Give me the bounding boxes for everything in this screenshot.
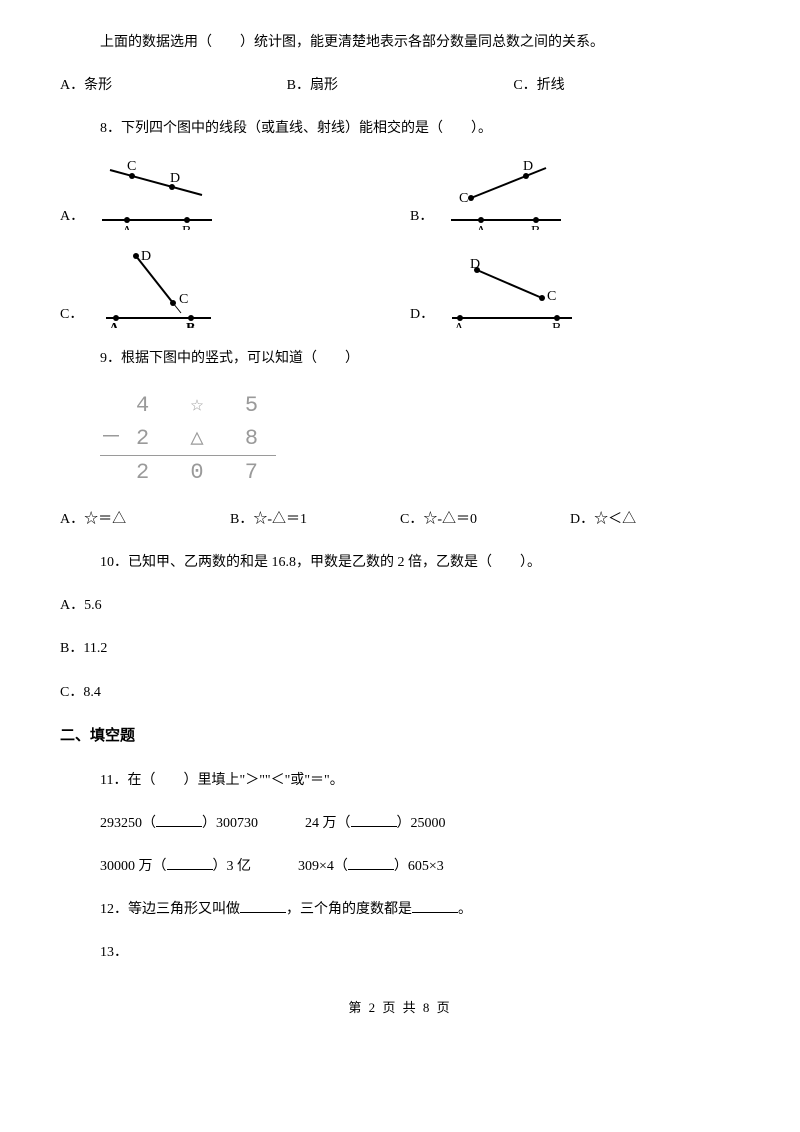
q8-figure-b: A B C D bbox=[441, 160, 571, 230]
q11-2b: ）3 亿 bbox=[213, 859, 252, 874]
svg-text:B: B bbox=[531, 224, 540, 230]
q9-text: 9．根据下图中的竖式，可以知道（ ） bbox=[60, 346, 740, 371]
q11-text: 11．在（ ）里填上"＞""＜"或"＝"。 bbox=[60, 768, 740, 793]
calc-row-1: 4 ☆ 5 bbox=[100, 389, 740, 422]
svg-text:C: C bbox=[179, 292, 188, 307]
svg-text:C: C bbox=[547, 289, 556, 304]
q10-opt-a: A．5.6 bbox=[60, 593, 740, 618]
q7-opt-a: A．条形 bbox=[60, 73, 287, 98]
q7-tail-text: 上面的数据选用（ ）统计图，能更清楚地表示各部分数量同总数之间的关系。 bbox=[60, 30, 740, 55]
q7-options: A．条形 B．扇形 C．折线 bbox=[60, 73, 740, 98]
q8-label-c: C． bbox=[60, 302, 83, 327]
svg-text:B: B bbox=[186, 321, 195, 328]
q9-opt-a: A．☆＝△ bbox=[60, 507, 230, 532]
q8-label-b: B． bbox=[410, 204, 433, 229]
q7-opt-b: B．扇形 bbox=[287, 73, 514, 98]
q9-opt-c: C．☆-△＝0 bbox=[400, 507, 570, 532]
blank bbox=[351, 813, 397, 827]
calc-row-2: －2 △ 8 bbox=[100, 422, 276, 456]
q9-opt-b: B．☆-△＝1 bbox=[230, 507, 400, 532]
q9-options: A．☆＝△ B．☆-△＝1 C．☆-△＝0 D．☆＜△ bbox=[60, 507, 740, 532]
svg-text:D: D bbox=[141, 249, 151, 264]
q8-label-d: D． bbox=[410, 302, 434, 327]
q11-1c: 24 万（ bbox=[305, 816, 351, 831]
q12-c: 。 bbox=[458, 902, 472, 917]
q8-text: 8．下列四个图中的线段（或直线、射线）能相交的是（ ）。 bbox=[60, 116, 740, 141]
blank bbox=[240, 899, 286, 913]
q10-opt-c: C．8.4 bbox=[60, 680, 740, 705]
vertical-calculation: 4 ☆ 5 －2 △ 8 2 0 7 bbox=[60, 389, 740, 489]
svg-text:B: B bbox=[182, 224, 191, 230]
q8-label-a: A． bbox=[60, 204, 84, 229]
q10-opt-b: B．11.2 bbox=[60, 636, 740, 661]
svg-text:D: D bbox=[523, 160, 533, 174]
q11-line2: 30000 万（ ）3 亿 309×4（ ）605×3 bbox=[60, 854, 740, 879]
q12-b: ，三个角的度数都是 bbox=[286, 902, 412, 917]
q12-a: 12．等边三角形又叫做 bbox=[100, 902, 240, 917]
svg-text:A: A bbox=[454, 321, 465, 328]
svg-text:D: D bbox=[170, 171, 180, 186]
svg-text:C: C bbox=[127, 160, 136, 174]
svg-text:A: A bbox=[109, 321, 120, 328]
section-2-header: 二、填空题 bbox=[60, 723, 740, 750]
q8-image-row-2: C． A B D C D． A B D C bbox=[60, 248, 740, 328]
q8-figure-d: A B D C bbox=[442, 258, 582, 328]
svg-text:A: A bbox=[476, 224, 487, 230]
q11-2d: ）605×3 bbox=[394, 859, 444, 874]
q7-opt-c: C．折线 bbox=[513, 73, 740, 98]
svg-text:A: A bbox=[122, 224, 133, 230]
q11-line1: 293250（ ）300730 24 万（ ）25000 bbox=[60, 811, 740, 836]
q11-1a: 293250（ bbox=[100, 816, 156, 831]
q11-1d: ）25000 bbox=[397, 816, 446, 831]
blank bbox=[156, 813, 202, 827]
q8-figure-c: A B D C bbox=[91, 248, 221, 328]
q10-text: 10．已知甲、乙两数的和是 16.8，甲数是乙数的 2 倍，乙数是（ ）。 bbox=[60, 550, 740, 575]
blank bbox=[348, 856, 394, 870]
q8-figure-a: A B C D bbox=[92, 160, 222, 230]
q13-text: 13． bbox=[60, 940, 740, 965]
svg-text:B: B bbox=[552, 321, 561, 328]
page-footer: 第 2 页 共 8 页 bbox=[60, 996, 740, 1019]
svg-text:D: D bbox=[470, 258, 480, 272]
q12-text: 12．等边三角形又叫做 ，三个角的度数都是 。 bbox=[60, 897, 740, 922]
blank bbox=[412, 899, 458, 913]
q9-opt-d: D．☆＜△ bbox=[570, 507, 740, 532]
q11-2a: 30000 万（ bbox=[100, 859, 167, 874]
calc-row-3: 2 0 7 bbox=[100, 456, 740, 489]
blank bbox=[167, 856, 213, 870]
svg-text:C: C bbox=[459, 191, 468, 206]
q11-1b: ）300730 bbox=[202, 816, 258, 831]
q11-2c: 309×4（ bbox=[298, 859, 348, 874]
q8-image-row-1: A． A B C D B． A B C D bbox=[60, 160, 740, 230]
